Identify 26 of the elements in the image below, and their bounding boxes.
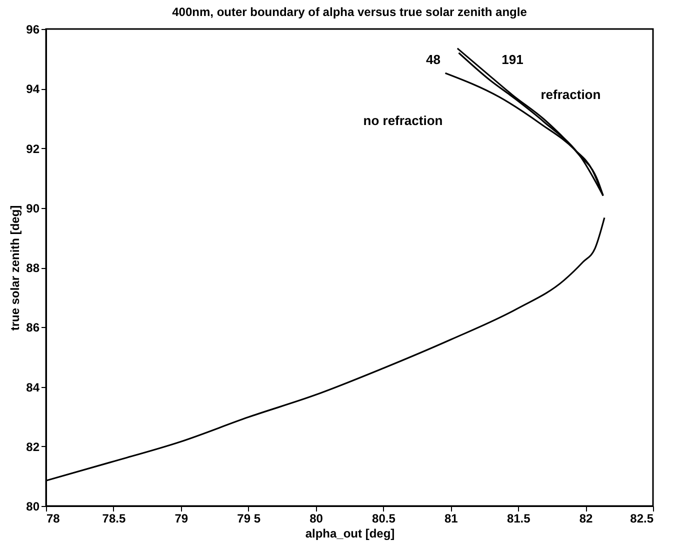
annotation: no refraction [363, 113, 443, 128]
y-tick-label: 84 [26, 380, 40, 394]
x-tick-label: 79 5 [237, 512, 261, 526]
x-tick-label: 82 [579, 512, 594, 526]
x-tick-label: 80.5 [372, 512, 396, 526]
annotation: 191 [502, 52, 524, 68]
x-axis-title: alpha_out [deg] [305, 526, 395, 540]
x-tick-label: 80 [310, 512, 324, 526]
chart-title: 400nm, outer boundary of alpha versus true solar zenith angle [172, 5, 528, 19]
y-tick-label: 90 [26, 201, 40, 216]
y-axis-title: true solar zenith [deg] [8, 205, 22, 331]
y-tick-label: 86 [26, 320, 40, 335]
x-tick-label: 82.5 [630, 512, 654, 526]
x-tick-label: 81 [444, 512, 458, 526]
annotation: 48 [426, 52, 441, 68]
annotation: refraction [540, 87, 601, 102]
x-tick-label: 81.5 [506, 512, 531, 526]
y-tick-label: 88 [26, 261, 40, 275]
x-tick-label: 78 [46, 512, 60, 526]
y-tick-label: 94 [26, 82, 40, 96]
y-tick-label: 96 [26, 22, 40, 36]
y-tick-label: 82 [26, 440, 40, 454]
x-tick-label: 79 [174, 512, 188, 526]
x-tick-label: 78.5 [102, 512, 126, 526]
y-tick-label: 80 [26, 500, 40, 514]
y-tick-label: 92 [26, 142, 40, 156]
